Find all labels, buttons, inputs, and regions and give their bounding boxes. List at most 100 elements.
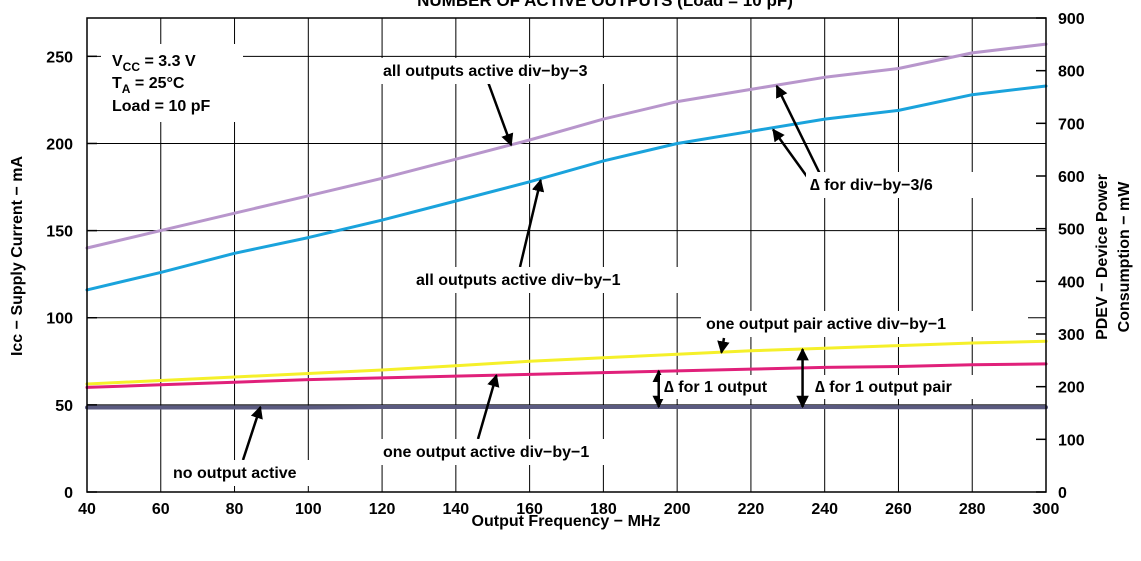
arrow-div3 [486, 81, 514, 147]
label-bg-pair1 [701, 311, 1028, 337]
y2-axis-title-line2: Consumption − mW [1116, 181, 1133, 333]
y2-tick-label-5: 500 [1058, 222, 1085, 239]
y2-tick-label-3: 300 [1058, 327, 1085, 344]
annotation-div3: all outputs active div−by−3 [383, 63, 588, 80]
x-tick-label-0: 40 [78, 501, 96, 518]
y2-tick-label-7: 700 [1058, 116, 1085, 133]
y2-tick-label-9: 900 [1058, 11, 1085, 28]
data-point-one1-1 [159, 383, 163, 387]
arrow-delta36-lower [772, 128, 810, 179]
y2-tick-label-4: 400 [1058, 274, 1085, 291]
vcc-value: = 3.3 V [140, 53, 196, 70]
annotation-arrows [241, 81, 822, 461]
series-annotations: all outputs active div−by−3 all outputs … [168, 58, 1031, 486]
data-point-one1-2 [233, 380, 236, 384]
ta-value: = 25°C [130, 75, 184, 92]
axis-ticks: 40 60 80 100 120 140 160 180 200 220 240 260 280 3000… [46, 11, 1085, 518]
data-point-one1-7 [601, 371, 605, 375]
x-tick-label-10: 240 [811, 501, 838, 518]
data-point-div1-2 [233, 251, 236, 255]
x-tick-label-8: 200 [664, 501, 691, 518]
data-point-div3-12 [970, 51, 974, 55]
label-bg-one1 [378, 439, 630, 465]
series-line-pair1 [85, 339, 1048, 386]
y2-tick-label-8: 800 [1058, 64, 1085, 81]
y2-tick-label-0: 0 [1058, 485, 1067, 502]
data-point-div3-5 [454, 157, 458, 161]
data-point-div3-2 [233, 211, 236, 215]
arrow-div1 [518, 178, 545, 268]
data-point-div1-1 [159, 271, 163, 274]
data-point-none-10 [823, 405, 827, 409]
data-point-pair1-7 [601, 356, 605, 360]
data-point-pair1-4 [380, 368, 384, 372]
data-point-div1-8 [675, 142, 679, 145]
load-label: Load = 10 pF [112, 98, 210, 115]
ta-label: TA = 25°C [112, 75, 185, 96]
data-point-div3-4 [380, 176, 384, 180]
ta-subscript: A [122, 82, 131, 96]
x-axis-title: Output Frequency − MHz [472, 513, 661, 530]
data-point-one1-8 [675, 369, 679, 373]
x-tick-label-2: 80 [226, 501, 244, 518]
label-bg-div1 [410, 267, 696, 293]
x-tick-label-6: 160 [516, 501, 543, 518]
y-tick-label-3: 150 [46, 224, 73, 241]
x-tick-label-9: 220 [738, 501, 765, 518]
data-point-none-3 [306, 406, 310, 409]
series-line-one1 [85, 362, 1048, 389]
data-point-div3-9 [749, 88, 753, 91]
y2-tick-label-2: 200 [1058, 380, 1085, 397]
data-point-none-6 [528, 405, 532, 409]
data-point-one1-5 [454, 374, 458, 378]
data-point-div1-5 [454, 199, 458, 203]
label-bg-delta1 [660, 375, 794, 399]
data-point-none-4 [380, 405, 384, 409]
data-point-div3-11 [897, 67, 900, 70]
data-point-pair1-5 [454, 364, 458, 368]
data-point-div1-3 [306, 236, 310, 239]
data-point-div3-10 [823, 75, 827, 79]
data-point-pair1-9 [749, 349, 753, 353]
data-point-pair1-8 [675, 352, 679, 356]
data-point-div3-7 [601, 117, 605, 121]
data-point-div1-9 [749, 129, 753, 133]
data-point-none-11 [897, 405, 900, 409]
data-point-div3-6 [528, 138, 532, 142]
annotation-delta36: ∆ for div−by−3/6 [810, 177, 933, 194]
series-line-none [85, 405, 1048, 410]
series-line-div3 [85, 42, 1048, 250]
arrow-none [241, 405, 263, 461]
y-tick-label-4: 200 [46, 136, 73, 153]
data-point-div1-10 [823, 117, 827, 121]
label-bg-delta1pair [811, 375, 1029, 399]
data-point-pair1-12 [970, 341, 974, 345]
x-tick-label-13: 300 [1033, 501, 1060, 518]
data-point-one1-6 [528, 372, 532, 376]
label-bg-div3 [378, 58, 672, 84]
vcc-label: VCC = 3.3 V [112, 53, 196, 74]
data-point-none-2 [233, 406, 236, 409]
y-tick-label-0: 0 [64, 485, 73, 502]
data-point-none-5 [454, 405, 458, 409]
data-point-div1-12 [970, 93, 974, 97]
x-tick-label-3: 100 [295, 501, 322, 518]
plot-frame [86, 17, 1047, 493]
data-point-pair1-10 [823, 346, 827, 350]
conditions-box-bg [101, 44, 243, 122]
data-point-one1-12 [970, 363, 974, 367]
data-point-div1-7 [601, 159, 605, 163]
data-point-div3-1 [159, 229, 163, 233]
arrow-delta36-upper [775, 84, 822, 175]
series-layer [85, 42, 1048, 410]
vcc-subscript: CC [123, 60, 141, 74]
x-tick-label-11: 260 [885, 501, 912, 518]
data-point-div1-4 [380, 218, 384, 222]
data-point-none-9 [749, 405, 753, 409]
data-point-one1-3 [306, 378, 310, 381]
y2-tick-label-6: 600 [1058, 169, 1085, 186]
data-point-none-1 [159, 406, 163, 409]
label-bg-delta36 [806, 172, 1031, 198]
data-point-div1-6 [528, 180, 532, 184]
